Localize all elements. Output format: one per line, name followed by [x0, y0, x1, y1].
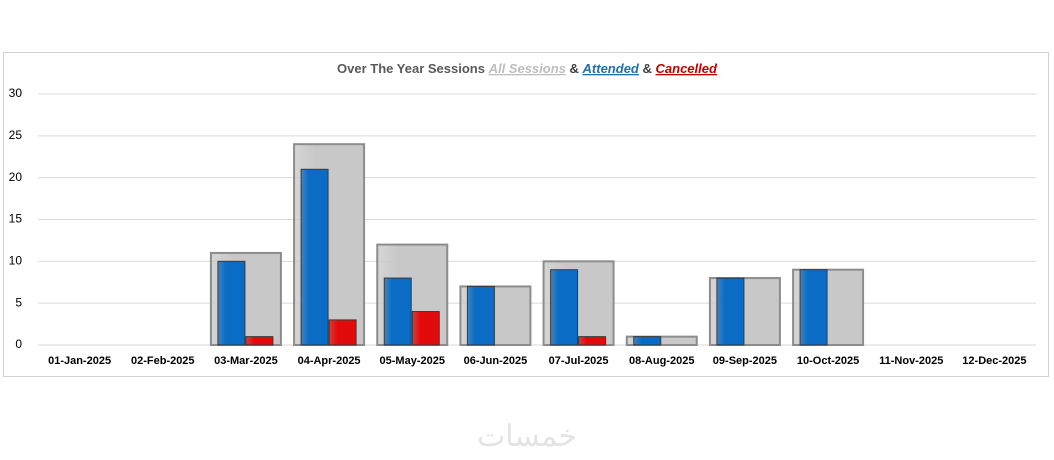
title-joiner: &: [643, 61, 652, 76]
x-tick-label: 05-May-2025: [380, 355, 445, 367]
x-tick-label: 10-Oct-2025: [797, 355, 859, 367]
y-tick-label: 10: [9, 254, 23, 268]
bar: [578, 336, 607, 346]
x-tick-label: 07-Jul-2025: [549, 355, 609, 367]
bar: [550, 269, 579, 346]
bar: [217, 260, 246, 346]
chart-title: Over The Year Sessions All Sessions & At…: [337, 61, 718, 76]
x-tick-label: 11-Nov-2025: [879, 355, 943, 367]
x-tick-label: 08-Aug-2025: [629, 355, 694, 367]
bar: [245, 336, 274, 346]
legend-entry: All Sessions: [488, 61, 566, 76]
y-tick-label: 5: [15, 295, 22, 309]
x-tick-label: 02-Feb-2025: [131, 355, 195, 367]
x-tick-label: 01-Jan-2025: [48, 355, 111, 367]
bar: [716, 277, 745, 346]
bar: [625, 335, 698, 346]
y-tick-label: 0: [15, 337, 22, 351]
watermark: خمسات: [477, 420, 577, 453]
y-tick-label: 20: [9, 170, 23, 184]
bar: [411, 311, 440, 346]
bar: [633, 336, 662, 346]
bar: [466, 285, 495, 346]
y-tick-label: 15: [9, 212, 23, 226]
y-tick-label: 25: [9, 128, 23, 142]
x-tick-label: 03-Mar-2025: [214, 355, 278, 367]
bar: [383, 277, 412, 346]
bar: [328, 319, 357, 346]
x-tick-label: 09-Sep-2025: [713, 355, 777, 367]
title-joiner: &: [570, 61, 579, 76]
title-main: Over The Year Sessions: [337, 61, 485, 76]
legend-entry: Cancelled: [656, 61, 718, 76]
bar: [799, 269, 828, 346]
x-tick-label: 04-Apr-2025: [298, 355, 361, 367]
legend-entry: Attended: [582, 61, 640, 76]
y-tick-label: 30: [9, 86, 23, 100]
x-tick-label: 12-Dec-2025: [962, 355, 1026, 367]
bar: [300, 168, 329, 346]
x-tick-label: 06-Jun-2025: [464, 355, 528, 367]
